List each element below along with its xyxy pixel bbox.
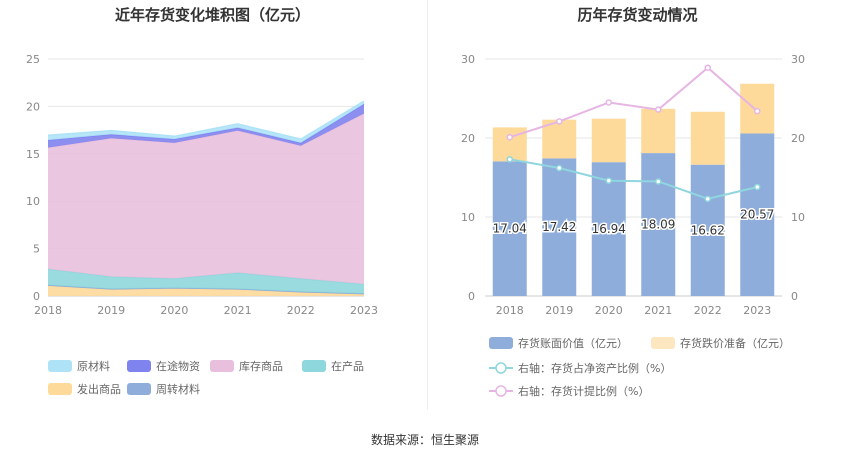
x-tick-label: 2019: [545, 304, 573, 317]
bar-value-label: 20.57: [740, 208, 774, 222]
legend-label: 存货跌价准备（亿元）: [680, 336, 790, 350]
line-point: [655, 106, 662, 113]
x-tick-label: 2021: [224, 304, 252, 317]
area-edge-原材料: [47, 100, 365, 140]
y-tick-label: 5: [33, 243, 40, 256]
line-point: [556, 118, 563, 125]
line-point: [704, 64, 711, 71]
legend-swatch: [127, 383, 151, 395]
legend-swatch: [210, 360, 234, 372]
bar-存货跌价准备（亿元）: [690, 111, 725, 165]
area-发出商品: [48, 285, 364, 296]
data-source: 数据来源：恒生聚源: [370, 433, 479, 447]
bar-存货跌价准备（亿元）: [542, 119, 577, 159]
legend-label: 右轴：存货计提比例（%）: [518, 384, 649, 398]
x-tick-label: 2023: [743, 304, 771, 317]
y2-tick-label: 0: [791, 290, 798, 303]
stacked-area-chart: 0 5 10 15 20 25 2018 2019 2020 2021 2022 2023 原材料 在途物…: [26, 53, 378, 396]
line-point: [754, 183, 761, 191]
y-tick-label: 15: [26, 148, 40, 161]
bar-value-label: 16.62: [691, 223, 725, 237]
legend-label: 在途物资: [156, 359, 200, 373]
line-右轴：存货占净资产比例（%）: [509, 158, 758, 200]
bar-存货账面价值（亿元）: [740, 133, 775, 296]
line-point: [556, 164, 563, 172]
y2-tick-label: 20: [791, 132, 805, 145]
legend-swatch: [489, 337, 513, 349]
legend-swatch: [127, 360, 151, 372]
line-point: [754, 107, 761, 115]
y-tick-label: 10: [461, 211, 475, 224]
x-tick-label: 2022: [694, 304, 722, 317]
bar-存货跌价准备（亿元）: [641, 108, 676, 154]
line-point: [605, 99, 612, 106]
bar-line-chart: 0 10 20 30 0 10 20 30 2018 2019 2020 2021 2022 2023 17…: [461, 53, 805, 398]
bar-value-label: 16.94: [592, 222, 626, 236]
legend-swatch: [48, 360, 72, 372]
legend-marker: [495, 385, 507, 397]
legend-label: 库存商品: [239, 359, 283, 373]
area-在途物资: [48, 104, 364, 148]
legend-label: 在产品: [331, 359, 364, 373]
line-point: [704, 195, 711, 203]
bar-value-label: 17.04: [493, 222, 527, 236]
bar-存货账面价值（亿元）: [492, 161, 527, 296]
y-tick-label: 20: [461, 132, 475, 145]
y-tick-label: 0: [33, 290, 40, 303]
area-在产品: [48, 269, 364, 294]
legend-label: 存货账面价值（亿元）: [518, 336, 628, 350]
left-chart-title: 近年存货变化堆积图（亿元）: [114, 6, 310, 24]
legend-swatch: [48, 383, 72, 395]
legend-label: 周转材料: [156, 382, 200, 396]
y-tick-label: 20: [26, 100, 40, 113]
bar-存货账面价值（亿元）: [591, 162, 626, 296]
line-point: [655, 178, 662, 185]
line-point: [506, 133, 513, 141]
y2-tick-label: 10: [791, 211, 805, 224]
x-tick-label: 2023: [350, 304, 378, 317]
x-tick-label: 2022: [287, 304, 315, 317]
legend-label: 发出商品: [77, 382, 121, 396]
y-tick-label: 0: [468, 290, 475, 303]
line-point: [506, 156, 513, 163]
line-右轴：存货计提比例（%）: [509, 66, 758, 139]
x-tick-label: 2019: [97, 304, 125, 317]
line-point: [605, 177, 612, 184]
bar-value-label: 17.42: [542, 220, 576, 234]
chart-divider: [427, 0, 428, 410]
bar-value-label: 18.09: [641, 218, 675, 232]
bar-存货账面价值（亿元）: [690, 164, 725, 296]
y-tick-label: 30: [461, 53, 475, 66]
x-tick-label: 2018: [34, 304, 62, 317]
right-chart-title: 历年存货变动情况: [577, 6, 698, 24]
legend-label: 原材料: [77, 359, 110, 373]
y-tick-label: 10: [26, 195, 40, 208]
bar-存货跌价准备（亿元）: [591, 118, 626, 163]
x-tick-label: 2020: [160, 304, 188, 317]
legend-label: 右轴：存货占净资产比例（%）: [518, 361, 671, 375]
bar-存货账面价值（亿元）: [641, 153, 676, 296]
x-tick-label: 2020: [595, 304, 623, 317]
bar-存货账面价值（亿元）: [542, 158, 577, 296]
legend-swatch: [651, 337, 675, 349]
y2-tick-label: 30: [791, 53, 805, 66]
legend-swatch: [302, 360, 326, 372]
area-库存商品: [48, 113, 364, 285]
legend-marker: [495, 362, 507, 374]
x-tick-label: 2018: [496, 304, 524, 317]
y-tick-label: 25: [26, 53, 40, 66]
x-tick-label: 2021: [644, 304, 672, 317]
